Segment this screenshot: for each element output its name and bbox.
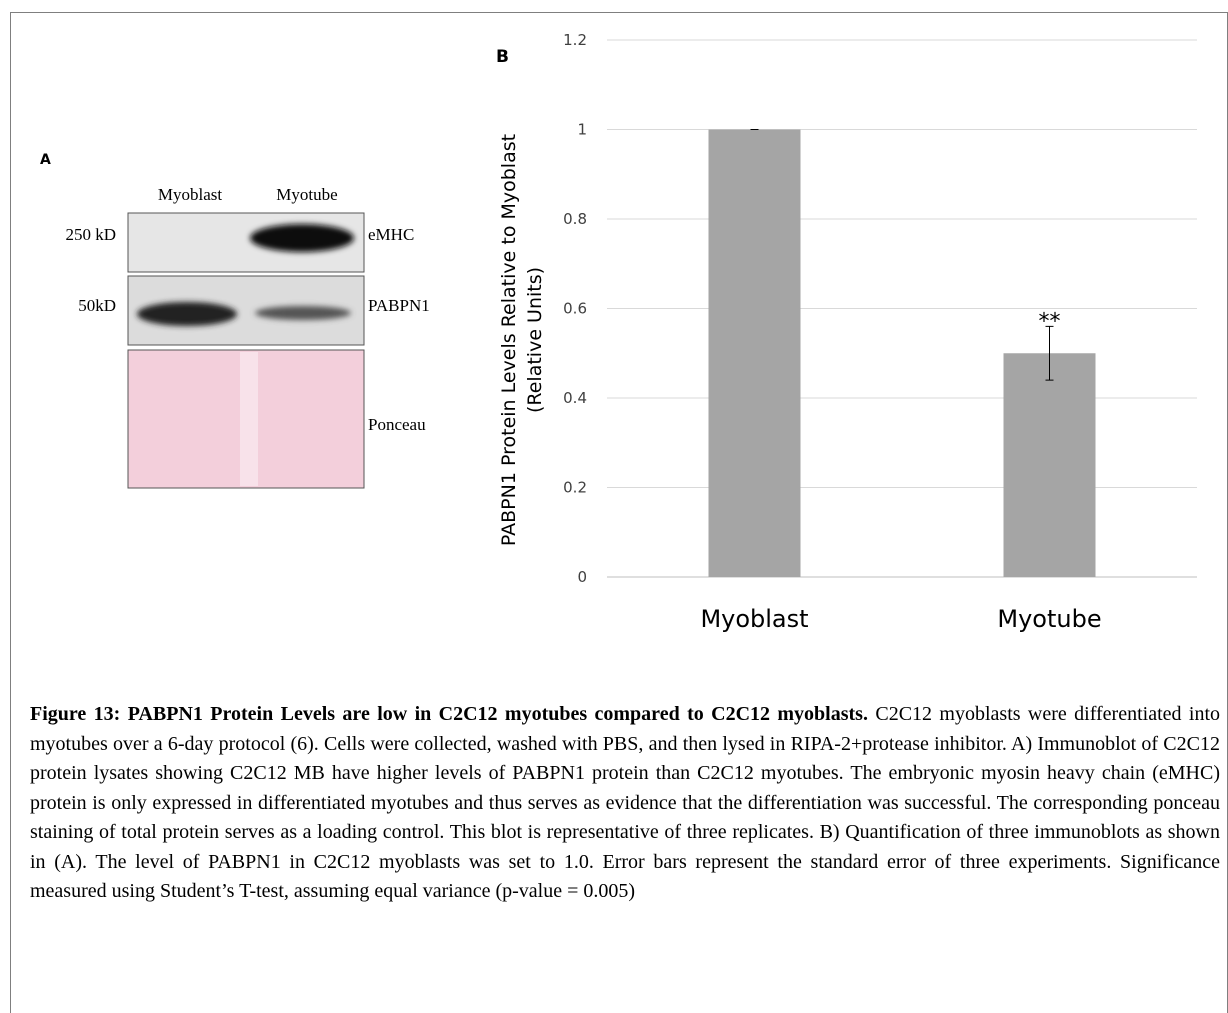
y-tick-label: 0.6 [563, 300, 587, 318]
lane-label: Myotube [276, 185, 337, 204]
y-axis-title: (Relative Units) [524, 267, 546, 413]
band-label: PABPN1 [368, 296, 430, 315]
significance-label: ** [1039, 309, 1061, 334]
figure: A Myoblast Myotube 250 kD 50kD eMHC PABP… [0, 0, 1228, 690]
y-tick-label: 0.4 [563, 389, 587, 407]
plot: 0 0.2 0.4 0.6 0.8 1 1.2 Myoblast Myotube ** [563, 31, 1197, 633]
bar [709, 130, 801, 578]
panel-label: B [496, 47, 509, 67]
band [255, 306, 351, 320]
caption-text: C2C12 myoblasts were differentiated into… [30, 703, 1220, 902]
panel-label: A [40, 152, 51, 168]
y-tick-label: 0.2 [563, 479, 587, 497]
page: A Myoblast Myotube 250 kD 50kD eMHC PABP… [0, 0, 1228, 1013]
y-tick-label: 0 [577, 568, 587, 586]
marker-label: 50kD [78, 296, 116, 315]
band-label: Ponceau [368, 415, 426, 434]
band-label: eMHC [368, 225, 414, 244]
lane-gap [240, 352, 258, 486]
y-tick-label: 1 [577, 121, 587, 139]
band [137, 302, 237, 326]
y-tick-label: 0.8 [563, 210, 587, 228]
marker-label: 250 kD [65, 225, 116, 244]
y-axis-title: PABPN1 Protein Levels Relative to Myobla… [498, 134, 520, 546]
caption-title: Figure 13: PABPN1 Protein Levels are low… [30, 703, 868, 725]
bar [1004, 353, 1096, 577]
band [250, 224, 354, 252]
y-tick-label: 1.2 [563, 31, 587, 49]
x-tick-label: Myotube [997, 605, 1101, 633]
caption: Figure 13: PABPN1 Protein Levels are low… [30, 700, 1220, 907]
x-tick-label: Myoblast [700, 605, 808, 633]
lane-label: Myoblast [158, 185, 223, 204]
